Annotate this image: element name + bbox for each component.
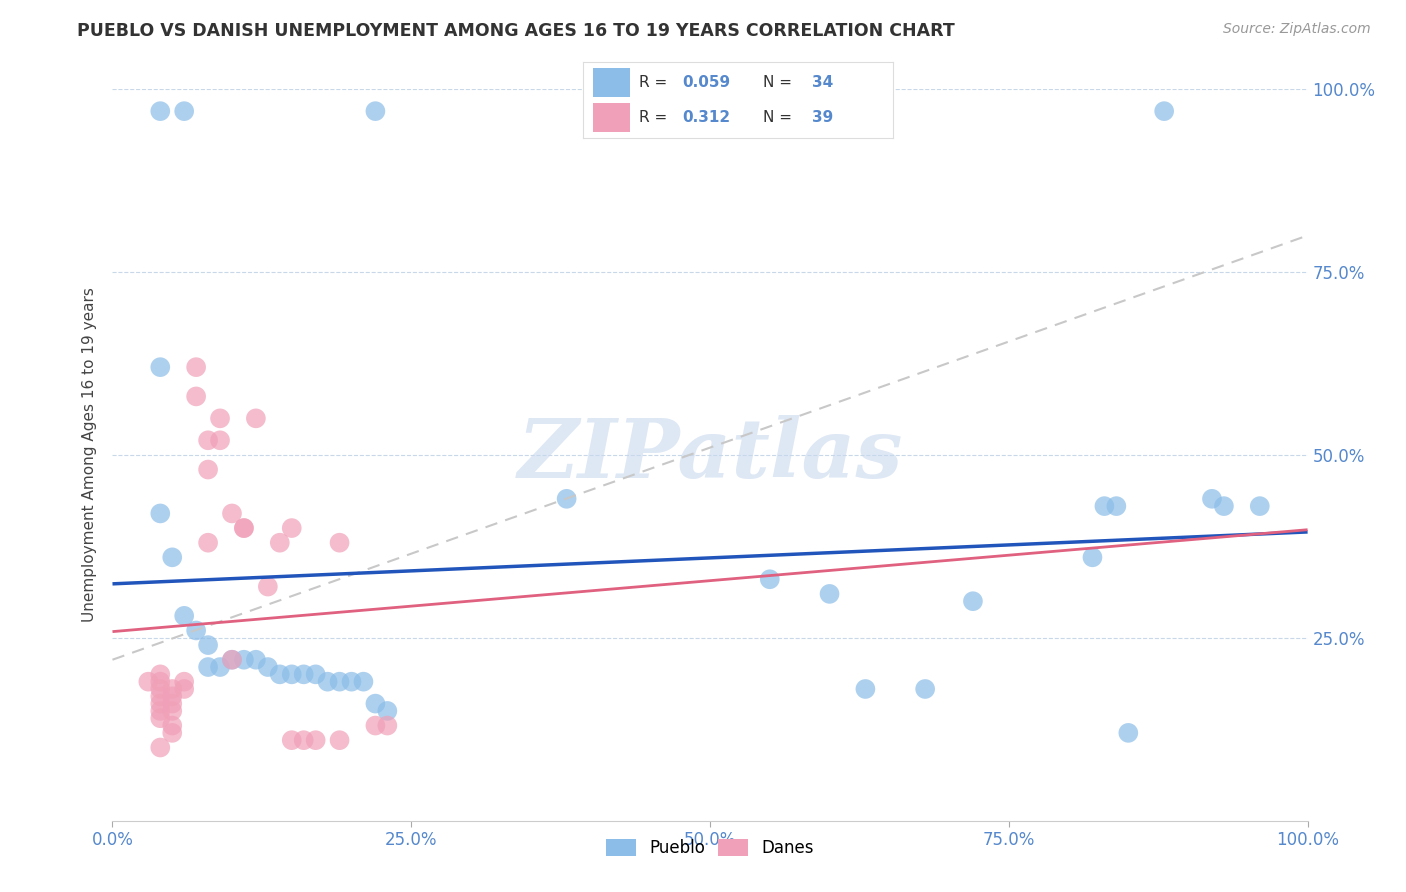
Text: ZIPatlas: ZIPatlas	[517, 415, 903, 495]
Point	[233, 521, 256, 535]
Point	[149, 674, 172, 689]
Point	[281, 521, 304, 535]
Point	[149, 690, 172, 704]
Point	[149, 104, 172, 119]
Point	[759, 572, 782, 586]
Point	[914, 681, 936, 696]
Point	[1153, 104, 1175, 119]
Point	[340, 674, 363, 689]
Point	[364, 697, 387, 711]
Text: 39: 39	[813, 111, 834, 125]
Point	[162, 726, 183, 740]
Point	[149, 704, 172, 718]
Point	[162, 690, 183, 704]
Text: N =: N =	[763, 75, 797, 90]
Point	[197, 462, 219, 476]
Text: R =: R =	[640, 75, 672, 90]
Point	[364, 104, 387, 119]
Point	[186, 624, 208, 638]
Text: Source: ZipAtlas.com: Source: ZipAtlas.com	[1223, 22, 1371, 37]
Point	[162, 718, 183, 732]
Bar	[593, 103, 630, 132]
Point	[962, 594, 984, 608]
Y-axis label: Unemployment Among Ages 16 to 19 years: Unemployment Among Ages 16 to 19 years	[82, 287, 97, 623]
Point	[1094, 499, 1116, 513]
Point	[186, 360, 208, 375]
Point	[138, 674, 160, 689]
Point	[149, 740, 172, 755]
Point	[855, 681, 877, 696]
Point	[316, 674, 339, 689]
Point	[197, 535, 219, 549]
Point	[1105, 499, 1128, 513]
Point	[329, 535, 352, 549]
Point	[162, 681, 183, 696]
Point	[257, 660, 280, 674]
Point	[329, 674, 352, 689]
Point	[257, 580, 280, 594]
Point	[1201, 491, 1223, 506]
Text: 0.312: 0.312	[682, 111, 731, 125]
Point	[269, 535, 291, 549]
Point	[149, 507, 172, 521]
Point	[281, 667, 304, 681]
Point	[245, 653, 267, 667]
Point	[221, 653, 243, 667]
Point	[162, 697, 183, 711]
Point	[1213, 499, 1236, 513]
Bar	[593, 68, 630, 96]
Point	[209, 411, 232, 425]
Text: 0.059: 0.059	[682, 75, 731, 90]
Point	[162, 550, 183, 565]
Point	[281, 733, 304, 747]
Point	[149, 681, 172, 696]
Point	[197, 434, 219, 448]
Point	[377, 704, 399, 718]
Point	[329, 733, 352, 747]
Text: 34: 34	[813, 75, 834, 90]
Text: N =: N =	[763, 111, 797, 125]
Point	[377, 718, 399, 732]
Point	[149, 667, 172, 681]
Point	[173, 674, 195, 689]
Point	[233, 653, 256, 667]
Point	[209, 660, 232, 674]
Point	[292, 667, 315, 681]
Point	[818, 587, 841, 601]
Point	[173, 681, 195, 696]
Point	[149, 711, 172, 725]
Point	[1249, 499, 1271, 513]
Point	[197, 660, 219, 674]
Point	[149, 697, 172, 711]
Point	[245, 411, 267, 425]
Point	[364, 718, 387, 732]
Point	[162, 704, 183, 718]
Point	[352, 674, 374, 689]
Point	[186, 389, 208, 403]
Legend: Pueblo, Danes: Pueblo, Danes	[599, 832, 821, 863]
Point	[269, 667, 291, 681]
Point	[173, 608, 195, 623]
Point	[305, 667, 328, 681]
Point	[1081, 550, 1104, 565]
Point	[1118, 726, 1140, 740]
Text: R =: R =	[640, 111, 672, 125]
Point	[149, 360, 172, 375]
Point	[221, 507, 243, 521]
Point	[197, 638, 219, 652]
Point	[555, 491, 578, 506]
Point	[292, 733, 315, 747]
Point	[173, 104, 195, 119]
Point	[221, 653, 243, 667]
Point	[233, 521, 256, 535]
Point	[209, 434, 232, 448]
Text: PUEBLO VS DANISH UNEMPLOYMENT AMONG AGES 16 TO 19 YEARS CORRELATION CHART: PUEBLO VS DANISH UNEMPLOYMENT AMONG AGES…	[77, 22, 955, 40]
Point	[305, 733, 328, 747]
